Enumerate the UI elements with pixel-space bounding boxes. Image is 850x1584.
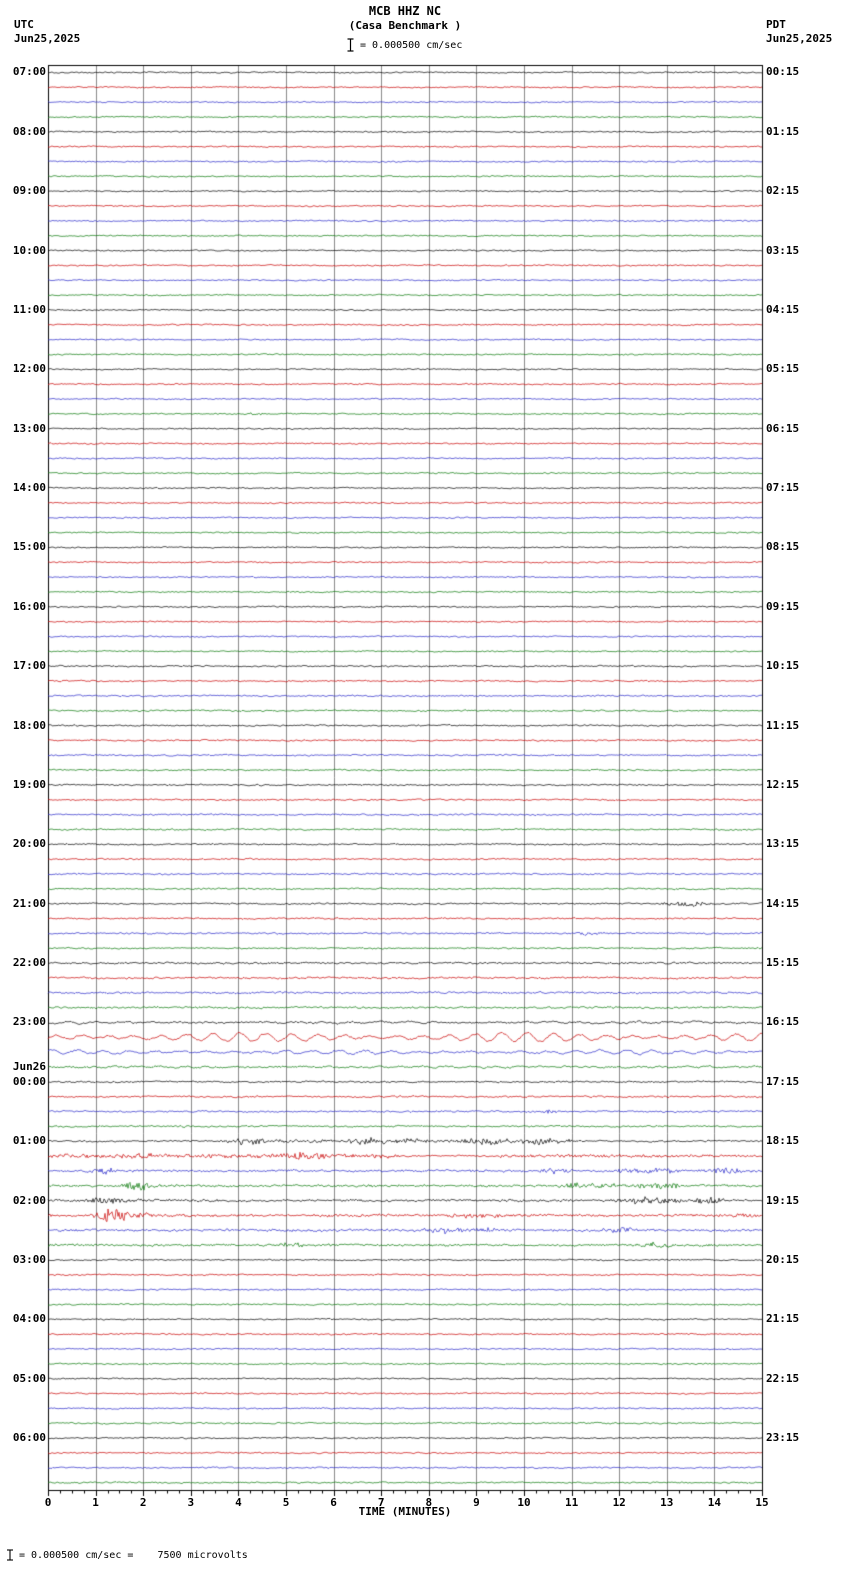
utc-hour-label: 13:00 — [12, 421, 46, 435]
utc-hour-label: 00:00 — [12, 1074, 46, 1088]
x-tick-label: 2 — [139, 1496, 147, 1509]
pdt-hour-label: 18:15 — [766, 1134, 800, 1148]
pdt-hour-label: 14:15 — [766, 896, 800, 910]
pdt-hour-label: 20:15 — [766, 1252, 800, 1266]
utc-hour-label: 14:00 — [12, 481, 46, 495]
pdt-hour-label: 13:15 — [766, 837, 800, 851]
utc-hour-label: 07:00 — [12, 65, 46, 79]
station-subtitle: (Casa Benchmark ) — [348, 19, 462, 32]
x-tick-label: 4 — [235, 1496, 242, 1509]
pdt-hour-label: 21:15 — [766, 1312, 800, 1326]
pdt-hour-label: 01:15 — [766, 124, 800, 138]
utc-hour-label: 19:00 — [12, 777, 46, 791]
pdt-hour-label: 00:15 — [766, 65, 800, 79]
x-tick-label: 0 — [44, 1496, 52, 1509]
x-tick-label: 10 — [517, 1496, 531, 1509]
utc-hour-label: 20:00 — [12, 837, 46, 851]
pdt-hour-label: 03:15 — [766, 243, 800, 257]
utc-hour-label: 23:00 — [12, 1015, 46, 1029]
pdt-hour-label: 10:15 — [766, 659, 800, 673]
pdt-hour-label: 08:15 — [766, 540, 800, 554]
date-break-label: Jun26 — [12, 1059, 46, 1073]
left-date-label: Jun25,2025 — [14, 32, 81, 45]
utc-hour-label: 05:00 — [12, 1371, 46, 1385]
utc-hour-label: 15:00 — [12, 540, 46, 554]
x-tick-label: 14 — [707, 1496, 722, 1509]
utc-hour-label: 08:00 — [12, 124, 46, 138]
x-tick-label: 5 — [282, 1496, 290, 1509]
pdt-hour-label: 11:15 — [766, 718, 800, 732]
pdt-hour-label: 15:15 — [766, 956, 800, 970]
pdt-hour-label: 06:15 — [766, 421, 800, 435]
pdt-hour-label: 09:15 — [766, 599, 800, 613]
amplitude-scale-marker: = 0.000500 cm/sec — [346, 38, 462, 52]
footer-scale-note: = 0.000500 cm/sec = 7500 microvolts — [6, 1549, 248, 1561]
utc-hour-label: 17:00 — [12, 659, 46, 673]
x-axis-title: TIME (MINUTES) — [358, 1505, 452, 1518]
left-timezone-label: UTC — [14, 18, 34, 31]
utc-hour-label: 22:00 — [12, 956, 46, 970]
utc-hour-label: 16:00 — [12, 599, 46, 613]
utc-hour-label: 04:00 — [12, 1312, 46, 1326]
utc-hour-label: 18:00 — [12, 718, 46, 732]
x-tick-label: 6 — [330, 1496, 337, 1509]
x-tick-label: 9 — [473, 1496, 480, 1509]
pdt-hour-label: 04:15 — [766, 302, 800, 316]
utc-hour-label: 21:00 — [12, 896, 46, 910]
footer-ibeam-icon — [7, 1549, 13, 1561]
station-title: MCB HHZ NC — [368, 4, 442, 18]
right-date-label: Jun25,2025 — [766, 32, 833, 45]
utc-hour-label: 06:00 — [12, 1431, 46, 1445]
x-tick-label: 11 — [564, 1496, 579, 1509]
pdt-hour-label: 17:15 — [766, 1074, 800, 1088]
pdt-hour-label: 07:15 — [766, 481, 800, 495]
x-tick-label: 1 — [92, 1496, 99, 1509]
x-tick-label: 7 — [377, 1496, 385, 1509]
pdt-hour-label: 19:15 — [766, 1193, 800, 1207]
x-tick-label: 3 — [187, 1496, 195, 1509]
utc-hour-label: 01:00 — [12, 1134, 46, 1148]
pdt-hour-label: 16:15 — [766, 1015, 800, 1029]
x-tick-label: 15 — [755, 1496, 769, 1509]
utc-hour-label: 02:00 — [12, 1193, 46, 1207]
x-tick-label: 13 — [660, 1496, 674, 1509]
pdt-hour-label: 05:15 — [766, 362, 800, 376]
scale-ibeam-icon — [347, 38, 354, 52]
right-timezone-label: PDT — [766, 18, 786, 31]
utc-hour-label: 12:00 — [12, 362, 46, 376]
utc-hour-label: 11:00 — [12, 302, 46, 316]
utc-hour-label: 10:00 — [12, 243, 46, 257]
footer-scale-text: = 0.000500 cm/sec = 7500 microvolts — [19, 1549, 248, 1561]
x-tick-label: 12 — [612, 1496, 626, 1509]
utc-hour-label: 09:00 — [12, 184, 46, 198]
pdt-hour-label: 12:15 — [766, 777, 800, 791]
amplitude-scale-text: = 0.000500 cm/sec — [360, 39, 463, 51]
x-tick-label: 8 — [425, 1496, 433, 1509]
pdt-hour-label: 23:15 — [766, 1431, 800, 1445]
pdt-hour-label: 22:15 — [766, 1371, 800, 1385]
pdt-hour-label: 02:15 — [766, 184, 800, 198]
utc-hour-label: 03:00 — [12, 1252, 46, 1266]
